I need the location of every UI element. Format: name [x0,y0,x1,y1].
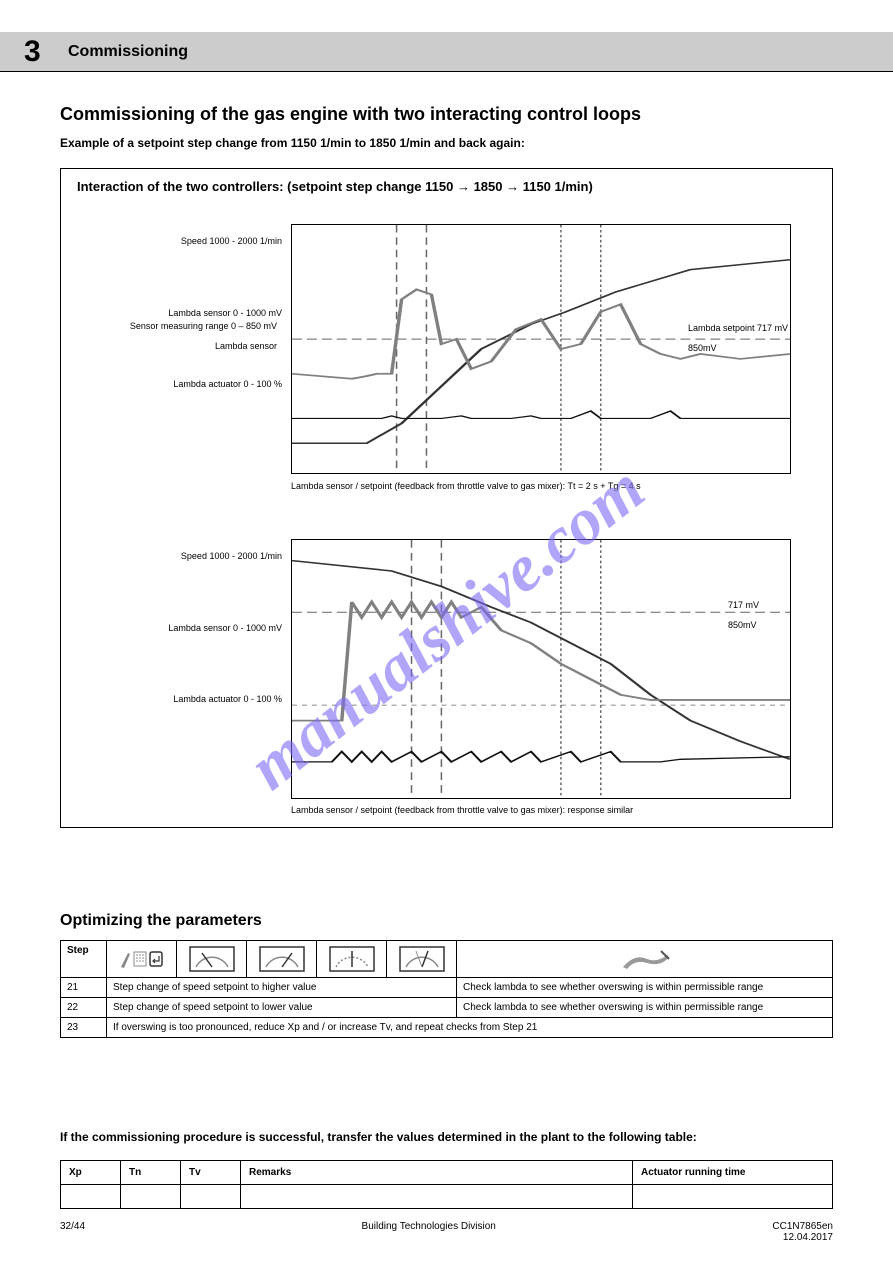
intro-text: Example of a setpoint step change from 1… [60,136,833,150]
page-footer: 32/44 Building Technologies Division CC1… [60,1221,833,1243]
cell [181,1185,241,1209]
col-tv: Tv [181,1161,241,1185]
chart2-legend: Lambda sensor / setpoint (feedback from … [291,805,791,816]
cell [241,1185,633,1209]
ylabel-speed: Speed 1000 - 2000 1/min [122,550,282,564]
chart1-callout-left: Sensor measuring range 0 – 850 mV Lambda… [67,321,277,351]
page-heading: Commissioning of the gas engine with two… [60,104,833,125]
chart1-ylabels: Speed 1000 - 2000 1/min Lambda sensor 0 … [122,235,282,392]
section-number: 3 [24,35,41,69]
cell-handling: Step change of speed setpoint to lower v… [107,998,457,1018]
cell-remarks: Check lambda to see whether overswing is… [457,998,833,1018]
ylabel-lambda: Lambda sensor 0 - 1000 mV [122,307,282,321]
gauge-setpoint-icon [188,945,236,973]
chart2-callout-right: 717 mV 850mV [728,600,808,630]
table-head-row: Step [61,941,833,978]
section-header: 3 Commissioning [0,32,893,72]
col-remarks: Remarks [241,1161,633,1185]
cell-step: 22 [61,998,107,1018]
results-table: Xp Tn Tv Remarks Actuator running time [60,1160,833,1209]
chart1-callout-right: Lambda setpoint 717 mV 850mV [688,323,808,353]
table-row [61,1185,833,1209]
chart-frame-title: Interaction of the two controllers: (set… [77,179,816,194]
chart-step-up: Speed 1000 - 2000 1/min Lambda sensor 0 … [291,224,791,474]
subheading-optimizing: Optimizing the parameters [60,912,833,930]
ylabel-lambda: Lambda sensor 0 - 1000 mV [122,622,282,636]
cell [121,1185,181,1209]
col-handling-icon [107,941,177,978]
pencil-keypad-enter-icon [118,945,166,973]
col-setpoint-icon [177,941,247,978]
transfer-note: If the commissioning procedure is succes… [60,1130,833,1144]
gauge-actual-icon [258,945,306,973]
col-controller-icon [387,941,457,978]
col-step: Step [61,941,107,978]
ylabel-speed: Speed 1000 - 2000 1/min [122,235,282,249]
table-row: 22 Step change of speed setpoint to lowe… [61,998,833,1018]
footer-page-num: 32/44 [60,1221,85,1243]
table-head-row: Xp Tn Tv Remarks Actuator running time [61,1161,833,1185]
col-actuator-time: Actuator running time [633,1161,833,1185]
gauge-output-icon [328,945,376,973]
col-remarks-icon [457,941,833,978]
ylabel-actuator: Lambda actuator 0 - 100 % [122,378,282,392]
footer-docref: CC1N7865en 12.04.2017 [772,1221,833,1243]
chart1-legend: Lambda sensor / setpoint (feedback from … [291,481,791,492]
cell-handling: If overswing is too pronounced, reduce X… [107,1018,833,1038]
hand-writing-icon [617,945,673,973]
parameter-table: Step [60,940,833,1038]
section-title: Commissioning [68,43,188,61]
chart-frame: Interaction of the two controllers: (set… [60,168,833,828]
cell [61,1185,121,1209]
footer-org: Building Technologies Division [362,1221,496,1243]
col-output-icon [317,941,387,978]
col-actual-icon [247,941,317,978]
cell-remarks: Check lambda to see whether overswing is… [457,978,833,998]
cell-step: 23 [61,1018,107,1038]
chart2-ylabels: Speed 1000 - 2000 1/min Lambda sensor 0 … [122,550,282,707]
col-xp: Xp [61,1161,121,1185]
table-row: 21 Step change of speed setpoint to high… [61,978,833,998]
chart2-svg [292,540,790,798]
ylabel-actuator: Lambda actuator 0 - 100 % [122,693,282,707]
gauge-controller-icon [398,945,446,973]
cell-handling: Step change of speed setpoint to higher … [107,978,457,998]
cell-step: 21 [61,978,107,998]
cell [633,1185,833,1209]
table-row: 23 If overswing is too pronounced, reduc… [61,1018,833,1038]
col-tn: Tn [121,1161,181,1185]
chart-step-down: Speed 1000 - 2000 1/min Lambda sensor 0 … [291,539,791,799]
